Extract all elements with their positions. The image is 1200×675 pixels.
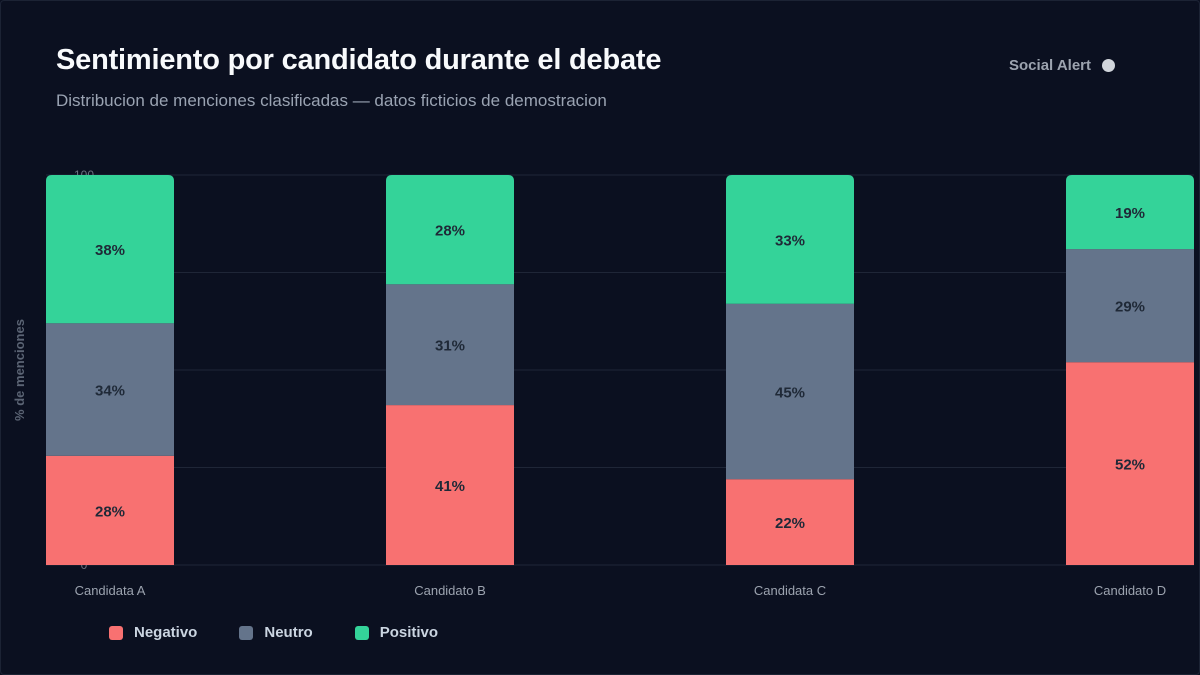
data-label: 28%: [95, 503, 125, 520]
legend: Negativo Neutro Positivo: [109, 624, 438, 641]
bar-segment-negativo: [1066, 362, 1194, 565]
legend-item-neutro: Neutro: [239, 624, 313, 641]
brand-dot-icon: [1102, 59, 1115, 72]
data-label: 33%: [775, 232, 805, 249]
bar-stack: 22% 45% 33%: [726, 175, 854, 565]
legend-item-positivo: Positivo: [354, 624, 439, 641]
legend-label: Neutro: [264, 624, 313, 641]
data-label: 34%: [95, 383, 125, 400]
x-tick-label: Candidata C: [754, 583, 826, 598]
data-label: 31%: [435, 338, 465, 355]
legend-label: Negativo: [134, 624, 198, 641]
legend-swatch: [109, 625, 123, 640]
data-label: 45%: [775, 384, 805, 401]
legend-swatch: [354, 625, 369, 640]
bar-segment-neutro: [726, 303, 854, 480]
bar-stack: 28% 34% 38%: [46, 175, 174, 565]
chart-title: Sentimiento por candidato durante el deb…: [56, 44, 662, 76]
bar-segment-negativo: [386, 405, 514, 565]
data-label: 41%: [435, 478, 465, 495]
bar-segment-positivo: [1066, 175, 1194, 250]
data-label: 28%: [435, 223, 465, 240]
x-tick-label: Candidata A: [75, 583, 146, 598]
data-label: 19%: [1115, 205, 1145, 222]
data-label: 38%: [95, 242, 125, 259]
brand-label: Social Alert: [1009, 57, 1091, 74]
legend-swatch: [239, 625, 254, 640]
data-label: 22%: [775, 515, 805, 532]
bar-stack: 41% 31% 28%: [386, 175, 514, 565]
data-label: 52%: [1115, 457, 1145, 474]
chart-subtitle: Distribucion de menciones clasificadas —…: [56, 91, 607, 110]
brand-badge: Social Alert: [1009, 57, 1115, 74]
bar-stack: 52% 29% 19%: [1066, 175, 1194, 565]
bar-segment-positivo: [46, 175, 174, 324]
legend-item-negativo: Negativo: [109, 624, 197, 641]
bar-segment-positivo: [726, 175, 854, 304]
data-label: 29%: [1115, 299, 1145, 316]
bar-segment-neutro: [46, 323, 174, 456]
bar-segment-negativo: [46, 455, 174, 565]
bar-segment-negativo: [726, 479, 854, 565]
bar-segment-neutro: [386, 284, 514, 406]
x-tick-label: Candidato D: [1094, 583, 1166, 598]
bar-segment-neutro: [1066, 249, 1194, 363]
x-tick-label: Candidato B: [414, 583, 486, 598]
bar-segment-positivo: [386, 175, 514, 285]
y-axis-label: % de menciones: [12, 319, 27, 421]
legend-label: Positivo: [379, 624, 439, 641]
